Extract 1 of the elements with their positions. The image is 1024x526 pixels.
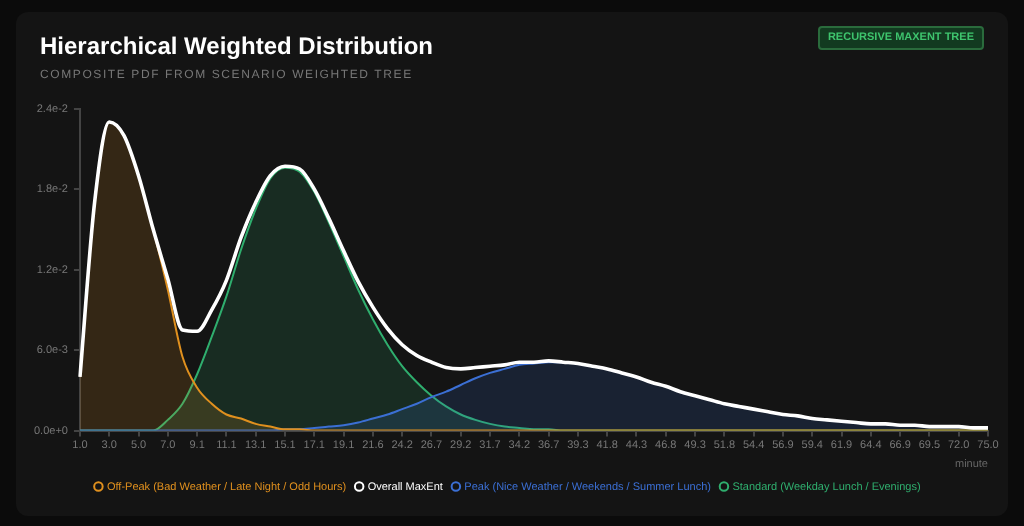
chart-title: Hierarchical Weighted Distribution [40,32,433,60]
